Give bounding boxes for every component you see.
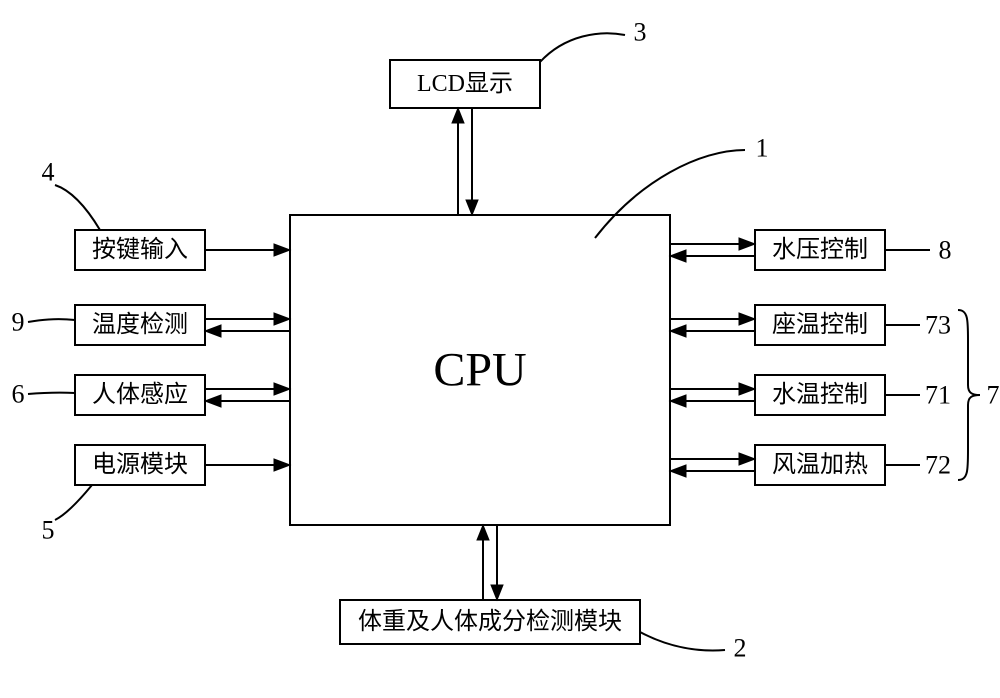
arrow-temp-cpu	[205, 313, 290, 337]
lcd-label: LCD显示	[417, 71, 513, 97]
arrow-weight-cpu	[477, 525, 503, 600]
leader-5	[55, 485, 92, 520]
num-73: 73	[925, 311, 951, 340]
num-72: 72	[925, 451, 951, 480]
cpu-label: CPU	[433, 344, 526, 397]
brace-7	[958, 310, 980, 480]
num-6: 6	[12, 380, 25, 409]
leader-6	[28, 393, 75, 394]
leader-2	[640, 632, 725, 650]
press-label: 水压控制	[772, 236, 868, 263]
leader-9	[28, 319, 75, 322]
num-2: 2	[734, 634, 747, 663]
wind-label: 风温加热	[772, 451, 868, 478]
arrow-cpu-water	[670, 383, 755, 407]
power-label: 电源模块	[92, 451, 188, 478]
arrow-cpu-press	[670, 238, 755, 262]
arrow-cpu-wind	[670, 453, 755, 477]
temp-label: 温度检测	[92, 311, 188, 338]
num-9: 9	[12, 308, 25, 337]
num-8: 8	[939, 236, 952, 265]
keys-label: 按键输入	[92, 236, 188, 263]
water-label: 水温控制	[772, 381, 868, 408]
num-71: 71	[925, 381, 951, 410]
body-label: 人体感应	[92, 381, 188, 408]
arrow-keys-cpu	[205, 244, 290, 256]
num-4: 4	[42, 158, 55, 187]
num-1: 1	[756, 134, 769, 163]
seat-label: 座温控制	[772, 311, 868, 338]
leader-3	[540, 33, 625, 62]
num-3: 3	[634, 18, 647, 47]
arrow-power-cpu	[205, 459, 290, 471]
arrow-body-cpu	[205, 383, 290, 407]
num-5: 5	[42, 516, 55, 545]
weight-label: 体重及人体成分检测模块	[358, 608, 622, 635]
num-7: 7	[987, 381, 1000, 410]
arrow-lcd-cpu	[452, 108, 478, 215]
leader-4	[55, 185, 100, 230]
arrow-cpu-seat	[670, 313, 755, 337]
